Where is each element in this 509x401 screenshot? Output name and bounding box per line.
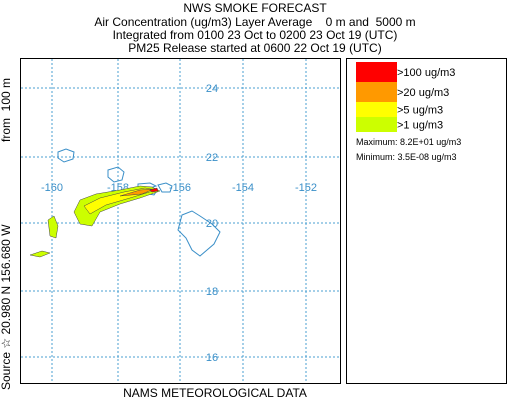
legend-frame [346,58,507,384]
legend-swatch [356,82,397,102]
legend-swatch [356,117,397,132]
lon-label: -152 [295,182,317,194]
legend-swatch [356,102,397,117]
lat-label: 18 [206,286,218,298]
lon-label: -154 [232,182,254,194]
legend-label: >20 ug/m3 [397,87,449,99]
legend-label: >5 ug/m3 [397,105,443,117]
legend-label: >100 ug/m3 [397,67,455,79]
legend-minimum: Minimum: 3.5E-08 ug/m3 [356,152,457,162]
smoke-plume [29,185,161,258]
map-frame [20,58,341,384]
subtitle: Air Concentration (ug/m3) Layer Average … [94,15,415,29]
plume-contour [29,250,51,258]
lat-label: 24 [206,83,218,95]
legend-label: >1 ug/m3 [397,120,443,132]
height-label: from 100 m [0,78,13,142]
legend-maximum: Maximum: 8.2E+01 ug/m3 [356,137,461,147]
lon-label: -160 [41,182,63,194]
legend-swatch [356,62,397,82]
subtitle: PM25 Release started at 0600 22 Oct 19 (… [128,41,381,55]
title: NWS SMOKE FORECAST [183,1,327,15]
footer: NAMS METEOROLOGICAL DATA [123,386,307,400]
lon-label: -156 [169,182,191,194]
plume-contour [47,215,59,239]
plume-contour [73,185,161,227]
lat-label: 22 [206,152,218,164]
source-label: Source ☆ 20.980 N 156.680 W [0,224,13,390]
subtitle: Integrated from 0100 23 Oct to 0200 23 O… [113,28,398,42]
plume-contour [149,187,159,193]
lat-label: 16 [206,352,218,364]
